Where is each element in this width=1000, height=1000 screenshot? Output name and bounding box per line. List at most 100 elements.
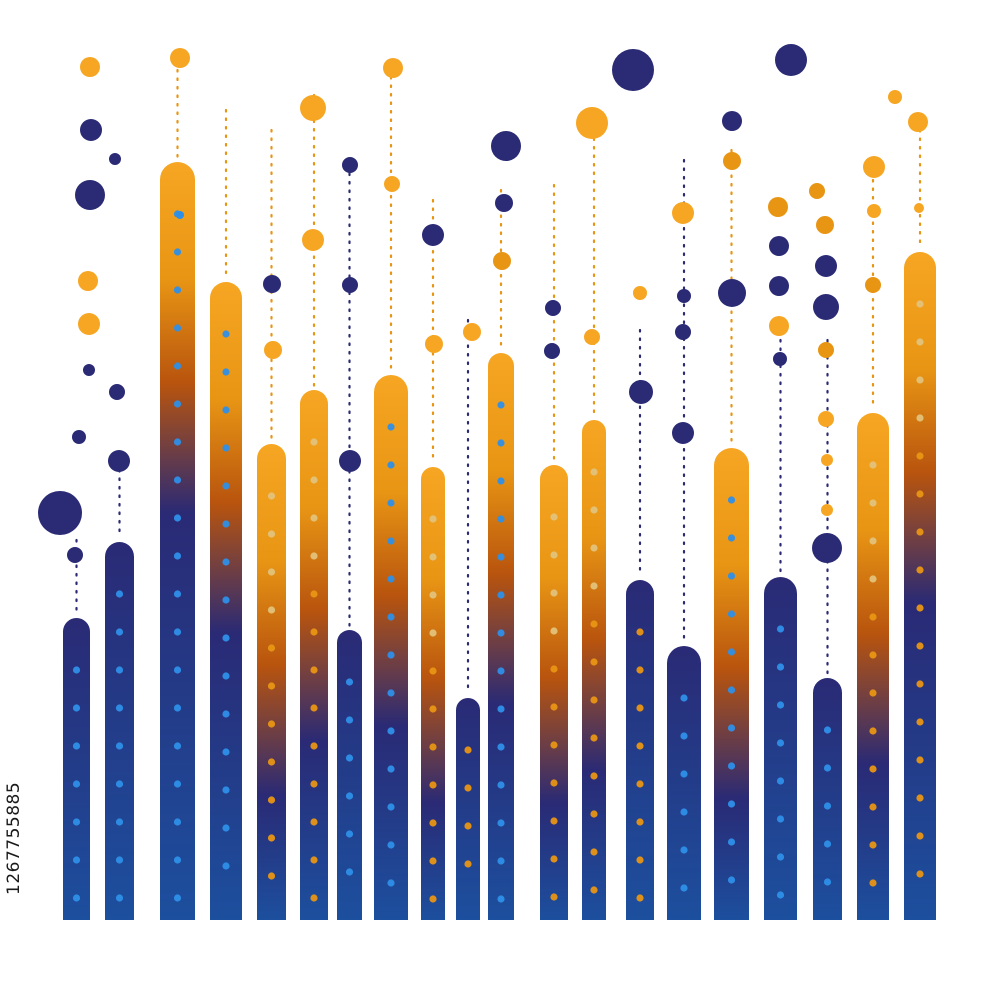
bar-inner-dot (550, 703, 558, 711)
bar-inner-dot (173, 894, 182, 902)
bar-inner-dot (727, 496, 736, 504)
bar-inner-dot (550, 627, 558, 635)
bar-inner-dot (497, 705, 505, 713)
bar-inner-dot (387, 537, 395, 545)
bar-inner-dot (869, 879, 877, 887)
floating-circle (612, 49, 654, 91)
gradient-bar (857, 413, 889, 920)
floating-circle (863, 156, 885, 178)
bar-inner-dot (776, 815, 785, 823)
bar-inner-dot (776, 777, 785, 785)
bar-inner-dot (267, 492, 276, 500)
bar-inner-dot (173, 476, 182, 484)
bar-inner-dot (267, 530, 276, 538)
bar-inner-dot (173, 704, 182, 712)
gradient-bar (582, 420, 606, 920)
bar-inner-dot (222, 710, 230, 718)
bar-inner-dot (72, 818, 81, 826)
bar-inner-dot (222, 406, 230, 414)
bar-inner-dot (310, 818, 318, 826)
bar-inner-dot (464, 784, 472, 792)
floating-circle (722, 111, 742, 131)
bar-inner-dot (267, 872, 276, 880)
bar-inner-dot (916, 338, 924, 346)
bar-inner-dot (173, 590, 182, 598)
gradient-bar (764, 577, 797, 920)
bar-inner-dot (173, 666, 182, 674)
bar-inner-dot (115, 628, 124, 636)
bar-inner-dot (464, 860, 472, 868)
bar-inner-dot (636, 742, 644, 750)
bar-inner-dot (590, 582, 598, 590)
bar-inner-dot (727, 572, 736, 580)
bar-inner-dot (345, 754, 354, 762)
bar-inner-dot (267, 758, 276, 766)
bar-inner-dot (115, 818, 124, 826)
bar-inner-dot (776, 853, 785, 861)
floating-circle (888, 90, 902, 104)
bar-inner-dot (550, 779, 558, 787)
bar-inner-dot (173, 324, 182, 332)
bar-inner-dot (173, 400, 182, 408)
bar-inner-dot (590, 734, 598, 742)
floating-circle (170, 48, 190, 68)
bar-inner-dot (727, 648, 736, 656)
bar-inner-dot (916, 528, 924, 536)
floating-circle (72, 430, 86, 444)
bar-inner-dot (72, 742, 81, 750)
bar-inner-dot (387, 423, 395, 431)
bar-inner-dot (916, 832, 924, 840)
bar-inner-dot (916, 642, 924, 650)
bar-inner-dot (916, 490, 924, 498)
floating-circle (38, 491, 82, 535)
bar-inner-dot (869, 727, 877, 735)
floating-circle (775, 44, 807, 76)
bar-inner-dot (429, 743, 437, 751)
floating-circle (723, 152, 741, 170)
bar-inner-dot (869, 613, 877, 621)
bar-inner-dot (345, 830, 354, 838)
gradient-bar (300, 390, 328, 920)
bar-inner-dot (590, 544, 598, 552)
gradient-bar (257, 444, 286, 920)
bar-inner-dot (727, 876, 736, 884)
gradient-bar (105, 542, 134, 920)
bar-inner-dot (72, 894, 81, 902)
bar-inner-dot (267, 796, 276, 804)
bar-inner-dot (173, 362, 182, 370)
bar-inner-dot (310, 590, 318, 598)
bar-inner-dot (680, 846, 688, 854)
floating-circle-group (38, 44, 928, 563)
bar-inner-dot (727, 686, 736, 694)
bar-inner-dot (267, 834, 276, 842)
bar-inner-dot (497, 439, 505, 447)
bar-inner-dot (497, 477, 505, 485)
bar-inner-dot (429, 667, 437, 675)
bar-inner-dot (590, 468, 598, 476)
bar-inner-dot (869, 803, 877, 811)
bar-inner-dot (173, 286, 182, 294)
floating-circle (677, 289, 691, 303)
bar-inner-dot (636, 704, 644, 712)
bar-inner-dot (727, 762, 736, 770)
bar-inner-dot (497, 743, 505, 751)
bar-inner-dot (173, 856, 182, 864)
floating-circle (629, 380, 653, 404)
floating-circle (425, 335, 443, 353)
bar-inner-dot (636, 894, 644, 902)
bar-inner-dot (173, 742, 182, 750)
bar-inner-dot (222, 786, 230, 794)
floating-circle (109, 153, 121, 165)
bar-inner-dot (429, 705, 437, 713)
bar-inner-dot (776, 701, 785, 709)
bar-inner-dot (497, 515, 505, 523)
floating-circle (264, 341, 282, 359)
bar-inner-dot (497, 819, 505, 827)
floating-circle (78, 271, 98, 291)
bar-inner-dot (464, 746, 472, 754)
bar-inner-dot (590, 848, 598, 856)
floating-circle (769, 316, 789, 336)
bar-inner-dot (590, 886, 598, 894)
floating-circle (83, 364, 95, 376)
floating-circle (463, 323, 481, 341)
